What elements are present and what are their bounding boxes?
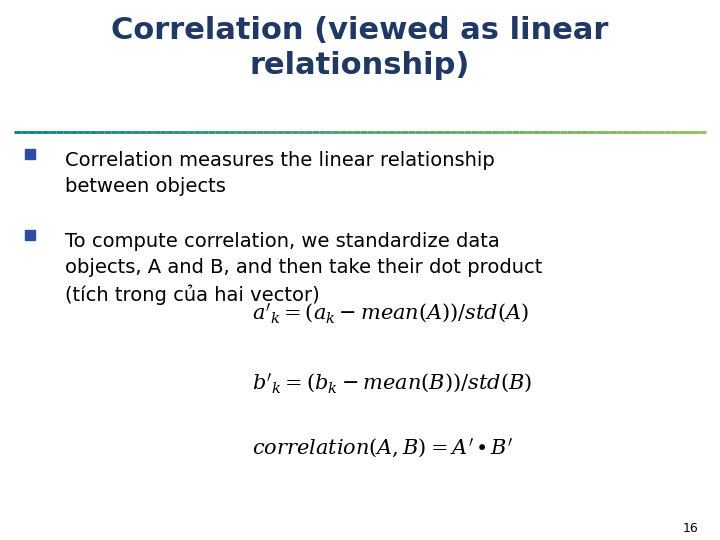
Text: $a'_k = (a_k - mean(A)) / std(A)$: $a'_k = (a_k - mean(A)) / std(A)$	[252, 301, 529, 325]
Text: $correlation(A, B) = A'\bullet B'$: $correlation(A, B) = A'\bullet B'$	[252, 436, 513, 460]
Text: To compute correlation, we standardize data
objects, A and B, and then take thei: To compute correlation, we standardize d…	[65, 232, 542, 305]
Bar	[25, 230, 35, 240]
Text: Correlation measures the linear relationship
between objects: Correlation measures the linear relation…	[65, 151, 495, 196]
Bar	[25, 149, 35, 159]
Text: $b'_k = (b_k - mean(B)) / std(B)$: $b'_k = (b_k - mean(B)) / std(B)$	[252, 372, 532, 395]
Text: 16: 16	[683, 522, 698, 535]
Text: Correlation (viewed as linear
relationship): Correlation (viewed as linear relationsh…	[112, 16, 608, 80]
